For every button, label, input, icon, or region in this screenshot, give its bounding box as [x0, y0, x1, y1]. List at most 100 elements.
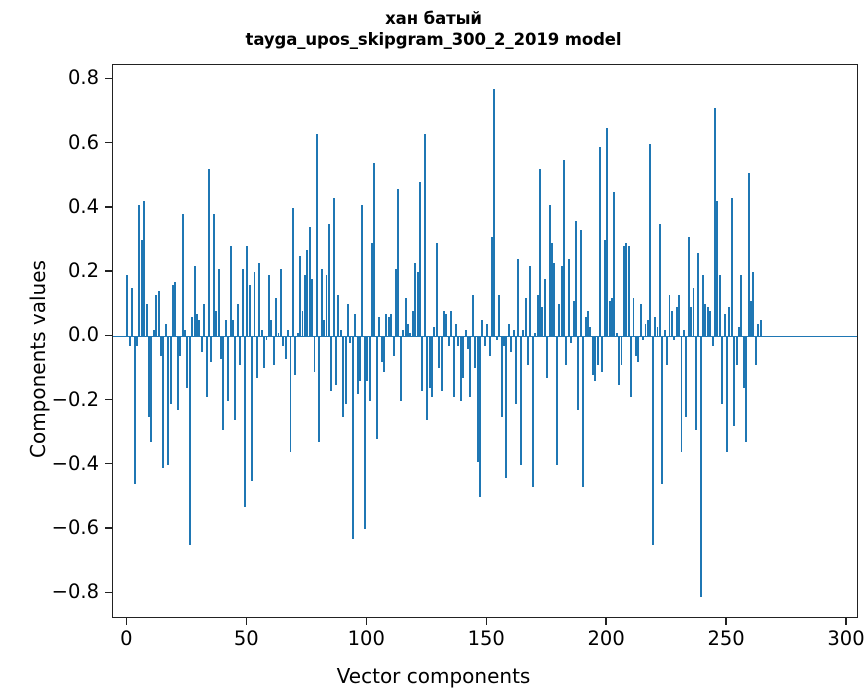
bar	[718, 275, 721, 337]
y-tick-mark	[105, 463, 112, 465]
bar	[558, 304, 561, 337]
bar	[428, 336, 431, 388]
y-tick-mark	[105, 591, 112, 593]
bar	[399, 336, 402, 401]
bar	[752, 272, 755, 337]
bar	[500, 336, 503, 417]
bar	[543, 278, 546, 337]
bar	[191, 317, 194, 337]
bar	[644, 323, 647, 337]
bar	[464, 329, 467, 337]
bar	[435, 243, 438, 337]
bar	[680, 336, 683, 452]
bar	[678, 294, 681, 337]
bar	[519, 336, 522, 465]
bar	[152, 329, 155, 337]
bar	[702, 275, 705, 337]
y-tick-label: −0.6	[51, 516, 99, 540]
bar	[596, 336, 599, 366]
bar	[193, 265, 196, 337]
bar	[488, 336, 491, 356]
bar	[284, 336, 287, 359]
bar	[133, 336, 136, 485]
bar	[570, 336, 573, 343]
bar	[553, 262, 556, 337]
bar	[354, 313, 357, 337]
bar	[260, 329, 263, 337]
bar	[610, 297, 613, 337]
bar	[452, 336, 455, 398]
bar	[431, 336, 433, 398]
bar	[392, 336, 395, 356]
bar	[246, 246, 249, 337]
bar	[469, 336, 472, 398]
bar	[440, 336, 443, 391]
bar	[349, 336, 352, 343]
bar	[171, 284, 174, 337]
bar	[733, 336, 736, 427]
bar	[368, 336, 371, 401]
x-tick-mark	[485, 618, 487, 625]
bar	[210, 336, 213, 363]
bar	[243, 336, 246, 507]
bar	[759, 320, 762, 337]
bar	[651, 336, 654, 546]
y-tick-mark	[105, 270, 112, 272]
bar	[620, 336, 623, 366]
bar	[639, 304, 642, 337]
bar	[263, 336, 266, 369]
bar	[459, 336, 462, 401]
y-tick-label: −0.4	[51, 451, 99, 475]
bar	[603, 240, 606, 337]
bar	[450, 310, 453, 337]
bar	[709, 310, 712, 337]
bar	[351, 336, 354, 539]
bar	[327, 223, 330, 337]
bar	[522, 329, 525, 337]
bar	[586, 310, 589, 337]
y-tick-label: 0.8	[67, 66, 99, 90]
bar	[234, 336, 237, 420]
bar	[443, 310, 445, 337]
bar	[126, 275, 129, 337]
bar	[258, 262, 261, 337]
bar	[380, 336, 383, 363]
bar	[517, 259, 520, 337]
bar	[577, 336, 580, 411]
bar	[205, 336, 208, 398]
bar	[265, 336, 268, 340]
bar	[140, 240, 143, 337]
bar	[565, 336, 568, 366]
bar	[390, 313, 393, 337]
x-tick-label: 100	[347, 627, 385, 650]
bar	[303, 275, 306, 337]
bar	[726, 336, 729, 452]
bar	[308, 227, 311, 337]
bar	[229, 246, 232, 337]
bar	[176, 336, 179, 411]
bar	[510, 336, 513, 353]
bar	[529, 265, 532, 337]
bar	[471, 294, 474, 337]
bar	[287, 329, 290, 337]
bar	[601, 336, 604, 372]
bar	[335, 336, 338, 385]
bar	[637, 336, 640, 363]
bar	[195, 313, 198, 337]
x-tick-label: 50	[233, 627, 259, 650]
bar	[371, 243, 374, 337]
bar	[728, 307, 731, 337]
y-tick-label: 0.0	[67, 323, 99, 347]
bar	[323, 320, 326, 337]
bar	[397, 188, 400, 337]
bar	[318, 336, 321, 443]
bar	[493, 89, 496, 337]
bar	[548, 204, 551, 337]
bar	[627, 246, 630, 337]
x-tick-label: 0	[120, 627, 133, 650]
bar	[658, 223, 661, 337]
x-tick-mark	[365, 618, 367, 625]
bar	[663, 329, 666, 337]
bar	[402, 329, 405, 337]
